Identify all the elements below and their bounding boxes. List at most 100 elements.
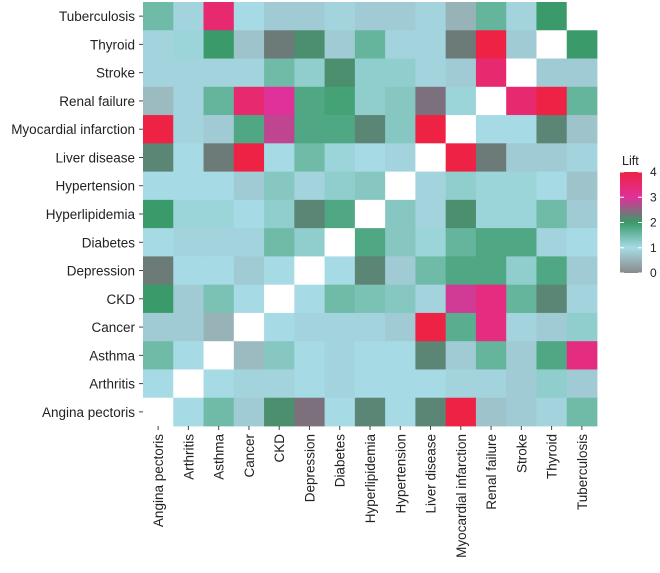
heatmap-cells bbox=[143, 2, 598, 427]
heatmap-cell-arthritis-renal-failure bbox=[475, 369, 507, 399]
heatmap-cell-arthritis-asthma bbox=[203, 369, 235, 399]
heatmap-cell-hypertension-thyroid bbox=[536, 171, 568, 201]
heatmap-cell-depression-depression bbox=[294, 256, 325, 286]
heatmap-cell-cancer-diabetes bbox=[324, 312, 356, 342]
heatmap-cell-angina-pectoris-thyroid bbox=[536, 397, 568, 427]
heatmap-cell-arthritis-liver-disease bbox=[415, 369, 447, 399]
heatmap-cell-angina-pectoris-myocardial-infarction bbox=[445, 397, 477, 427]
x-tick-label-renal-failure: Renal failure bbox=[484, 434, 499, 510]
heatmap-cell-hyperlipidemia-diabetes bbox=[324, 199, 356, 229]
y-tick-label-arthritis: Arthritis bbox=[89, 377, 135, 392]
heatmap-cell-ckd-diabetes bbox=[324, 284, 356, 314]
heatmap-cell-stroke-arthritis bbox=[173, 58, 204, 88]
heatmap-cell-hyperlipidemia-angina-pectoris bbox=[143, 199, 174, 229]
heatmap-cell-liver-disease-diabetes bbox=[324, 143, 356, 172]
heatmap-cell-diabetes-depression bbox=[294, 228, 325, 257]
y-tick-label-ckd: CKD bbox=[106, 292, 135, 307]
heatmap-cell-thyroid-hypertension bbox=[385, 30, 416, 59]
heatmap-cell-thyroid-hyperlipidemia bbox=[354, 30, 386, 59]
heatmap-cell-myocardial-infarction-cancer bbox=[233, 115, 265, 144]
x-tick-label-asthma: Asthma bbox=[212, 434, 227, 480]
legend-tick-label: 4 bbox=[650, 165, 657, 179]
heatmap-cell-asthma-diabetes bbox=[324, 341, 356, 370]
y-tick-label-thyroid: Thyroid bbox=[90, 37, 135, 52]
y-tick-label-myocardial-infarction: Myocardial infarction bbox=[11, 122, 135, 137]
heatmap-cell-renal-failure-renal-failure bbox=[475, 86, 507, 116]
heatmap-cell-asthma-stroke bbox=[506, 341, 537, 370]
heatmap-cell-stroke-stroke bbox=[506, 58, 537, 88]
heatmap-cell-cancer-angina-pectoris bbox=[143, 312, 174, 342]
heatmap-cell-asthma-myocardial-infarction bbox=[445, 341, 477, 370]
heatmap-cell-myocardial-infarction-thyroid bbox=[536, 115, 568, 144]
heatmap-cell-stroke-depression bbox=[294, 58, 325, 88]
heatmap-cell-arthritis-hypertension bbox=[385, 369, 416, 399]
x-axis: Angina pectoris Arthritis Asthma Cancer CKD D… bbox=[151, 426, 590, 558]
heatmap-cell-hypertension-myocardial-infarction bbox=[445, 171, 477, 201]
heatmap-cell-thyroid-renal-failure bbox=[475, 30, 507, 59]
heatmap-cell-stroke-asthma bbox=[203, 58, 235, 88]
heatmap-cell-myocardial-infarction-diabetes bbox=[324, 115, 356, 144]
heatmap-cell-asthma-depression bbox=[294, 341, 325, 370]
heatmap-cell-angina-pectoris-liver-disease bbox=[415, 397, 447, 427]
heatmap-cell-thyroid-asthma bbox=[203, 30, 235, 59]
heatmap-cell-thyroid-arthritis bbox=[173, 30, 204, 59]
heatmap-cell-hyperlipidemia-tuberculosis bbox=[566, 199, 598, 229]
heatmap-cell-asthma-asthma bbox=[203, 341, 235, 370]
x-tick-label-myocardial-infarction: Myocardial infarction bbox=[454, 434, 469, 558]
heatmap-cell-liver-disease-myocardial-infarction bbox=[445, 143, 477, 172]
heatmap-cell-tuberculosis-thyroid bbox=[536, 2, 568, 31]
heatmap-cell-cancer-ckd bbox=[264, 312, 295, 342]
heatmap-cell-liver-disease-arthritis bbox=[173, 143, 204, 172]
heatmap-cell-renal-failure-thyroid bbox=[536, 86, 568, 116]
heatmap-cell-angina-pectoris-diabetes bbox=[324, 397, 356, 427]
x-tick-label-tuberculosis: Tuberculosis bbox=[575, 434, 590, 510]
heatmap-cell-hypertension-tuberculosis bbox=[566, 171, 598, 201]
heatmap-cell-thyroid-myocardial-infarction bbox=[445, 30, 477, 59]
heatmap-cell-diabetes-renal-failure bbox=[475, 228, 507, 257]
heatmap-cell-liver-disease-thyroid bbox=[536, 143, 568, 172]
x-tick-label-cancer: Cancer bbox=[242, 434, 257, 478]
heatmap-cell-arthritis-myocardial-infarction bbox=[445, 369, 477, 399]
heatmap-cell-depression-asthma bbox=[203, 256, 235, 286]
heatmap-cell-stroke-hypertension bbox=[385, 58, 416, 88]
heatmap-cell-hypertension-cancer bbox=[233, 171, 265, 201]
color-legend: Lift 0 1 2 3 4 bbox=[620, 154, 657, 280]
heatmap-cell-diabetes-hyperlipidemia bbox=[354, 228, 386, 257]
heatmap-cell-tuberculosis-stroke bbox=[506, 2, 537, 31]
heatmap-cell-angina-pectoris-renal-failure bbox=[475, 397, 507, 427]
y-tick-label-stroke: Stroke bbox=[96, 66, 135, 81]
heatmap-cell-hyperlipidemia-thyroid bbox=[536, 199, 568, 229]
heatmap-cell-cancer-liver-disease bbox=[415, 312, 447, 342]
heatmap-cell-stroke-diabetes bbox=[324, 58, 356, 88]
heatmap-cell-hypertension-arthritis bbox=[173, 171, 204, 201]
heatmap-cell-hypertension-hypertension bbox=[385, 171, 416, 201]
heatmap-cell-thyroid-diabetes bbox=[324, 30, 356, 59]
x-tick-label-hypertension: Hypertension bbox=[393, 434, 408, 514]
heatmap-cell-angina-pectoris-tuberculosis bbox=[566, 397, 598, 427]
heatmap-cell-hypertension-ckd bbox=[264, 171, 295, 201]
heatmap-cell-asthma-hypertension bbox=[385, 341, 416, 370]
heatmap-cell-depression-myocardial-infarction bbox=[445, 256, 477, 286]
heatmap-cell-depression-cancer bbox=[233, 256, 265, 286]
heatmap-cell-renal-failure-ckd bbox=[264, 86, 295, 116]
heatmap-cell-renal-failure-asthma bbox=[203, 86, 235, 116]
heatmap-cell-myocardial-infarction-angina-pectoris bbox=[143, 115, 174, 144]
heatmap-cell-arthritis-angina-pectoris bbox=[143, 369, 174, 399]
heatmap-cell-stroke-ckd bbox=[264, 58, 295, 88]
heatmap-cell-ckd-arthritis bbox=[173, 284, 204, 314]
heatmap-cell-depression-thyroid bbox=[536, 256, 568, 286]
heatmap-cell-myocardial-infarction-depression bbox=[294, 115, 325, 144]
heatmap-cell-stroke-thyroid bbox=[536, 58, 568, 88]
heatmap-cell-liver-disease-hyperlipidemia bbox=[354, 143, 386, 172]
y-axis: Tuberculosis Thyroid Stroke Renal failure My… bbox=[11, 9, 143, 420]
y-tick-label-hyperlipidemia: Hyperlipidemia bbox=[46, 207, 136, 222]
heatmap-cell-renal-failure-arthritis bbox=[173, 86, 204, 116]
heatmap-cell-myocardial-infarction-arthritis bbox=[173, 115, 204, 144]
heatmap-cell-tuberculosis-renal-failure bbox=[475, 2, 507, 31]
heatmap-cell-hyperlipidemia-hypertension bbox=[385, 199, 416, 229]
heatmap-cell-arthritis-diabetes bbox=[324, 369, 356, 399]
heatmap-cell-angina-pectoris-hyperlipidemia bbox=[354, 397, 386, 427]
x-tick-label-stroke: Stroke bbox=[514, 434, 529, 473]
heatmap-cell-myocardial-infarction-asthma bbox=[203, 115, 235, 144]
heatmap-cell-liver-disease-renal-failure bbox=[475, 143, 507, 172]
